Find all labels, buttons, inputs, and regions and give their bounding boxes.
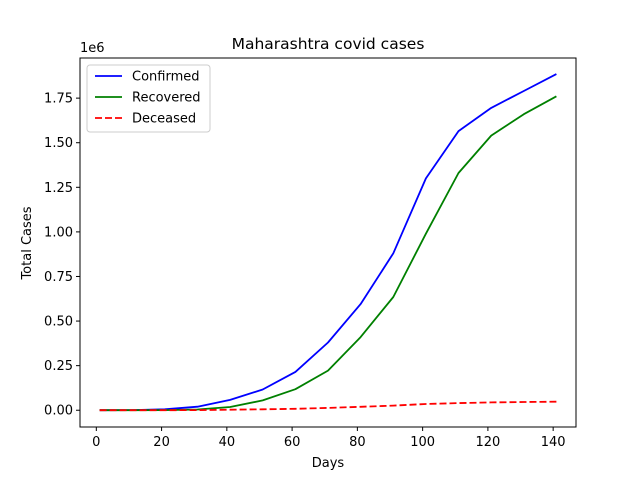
legend-label-confirmed: Confirmed	[132, 70, 200, 85]
y-axis-ticks: 0.00 0.25 0.50 0.75 1.00 1.25 1.50 1.75	[44, 92, 80, 419]
x-axis-label: Days	[312, 456, 345, 471]
x-tick-label: 100	[410, 435, 435, 450]
y-tick-label: 1.75	[44, 92, 73, 107]
y-tick-label: 0.50	[44, 315, 73, 330]
x-tick-label: 140	[541, 435, 566, 450]
series-line-confirmed	[99, 73, 557, 412]
x-tick-label: 40	[219, 435, 236, 450]
y-tick-label: 0.25	[44, 359, 73, 374]
legend-frame	[86, 64, 211, 133]
legend-entries: Confirmed Recovered Deceased	[95, 70, 201, 127]
x-tick-label: 0	[92, 435, 100, 450]
x-axis-ticks: 0 20 40 60 80 100 120 140	[92, 427, 566, 450]
chart-title: Maharashtra covid cases	[232, 35, 425, 53]
legend-label-recovered: Recovered	[132, 91, 201, 106]
x-tick-label: 60	[284, 435, 301, 450]
legend-label-deceased: Deceased	[132, 112, 196, 127]
legend: Confirmed Recovered Deceased	[86, 64, 211, 133]
x-tick-label: 80	[349, 435, 366, 450]
y-tick-label: 0.00	[44, 404, 73, 419]
y-tick-label: 0.75	[44, 270, 73, 285]
x-tick-label: 20	[153, 435, 170, 450]
plot-area-frame	[79, 57, 577, 428]
series-lines	[99, 73, 557, 412]
series-line-deceased	[99, 400, 557, 412]
y-offset-label: 1e6	[80, 41, 105, 56]
y-tick-label: 1.50	[44, 136, 73, 151]
y-tick-label: 1.25	[44, 181, 73, 196]
y-tick-label: 1.00	[44, 225, 73, 240]
x-tick-label: 120	[475, 435, 500, 450]
y-axis-label: Total Cases	[20, 206, 35, 280]
